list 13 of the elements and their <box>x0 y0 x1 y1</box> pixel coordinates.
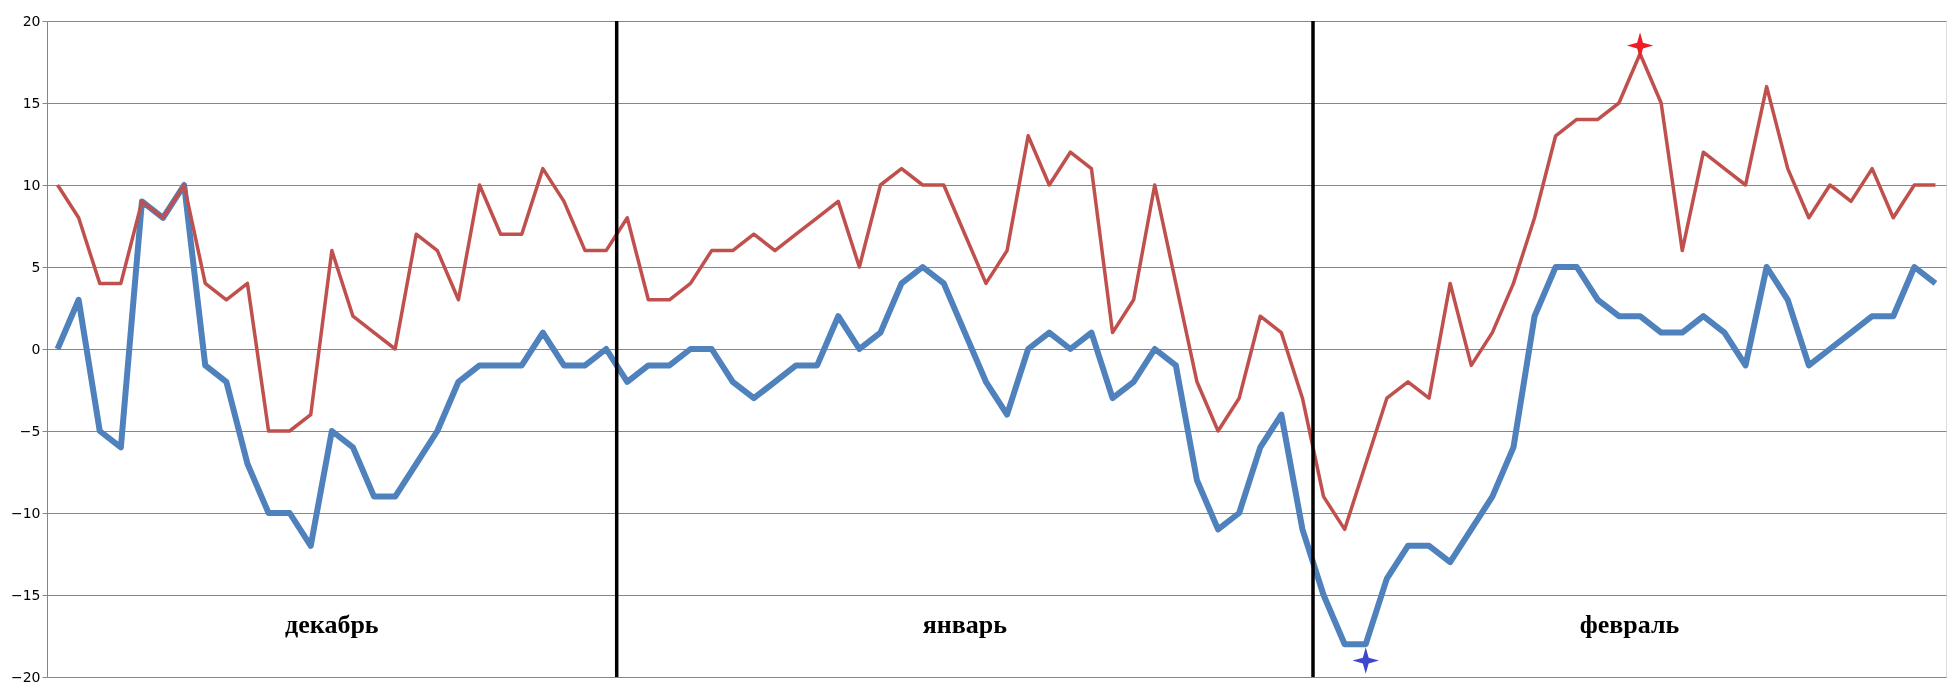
y-tick-label: 10 <box>22 176 41 193</box>
y-tick-label: 5 <box>31 258 41 275</box>
y-tick-label: 20 <box>22 12 41 29</box>
y-tick-label: −15 <box>10 586 41 603</box>
y-tick-label: −20 <box>10 668 41 685</box>
y-tick-label: 15 <box>22 94 41 111</box>
annotation: январь <box>922 609 1008 639</box>
annotation: февраль <box>1579 609 1680 639</box>
y-tick-label: 0 <box>31 340 41 357</box>
y-tick-label: −10 <box>10 504 41 521</box>
annotation: декабрь <box>285 609 379 639</box>
y-tick-label: −5 <box>19 422 41 439</box>
line-series <box>55 52 1938 532</box>
